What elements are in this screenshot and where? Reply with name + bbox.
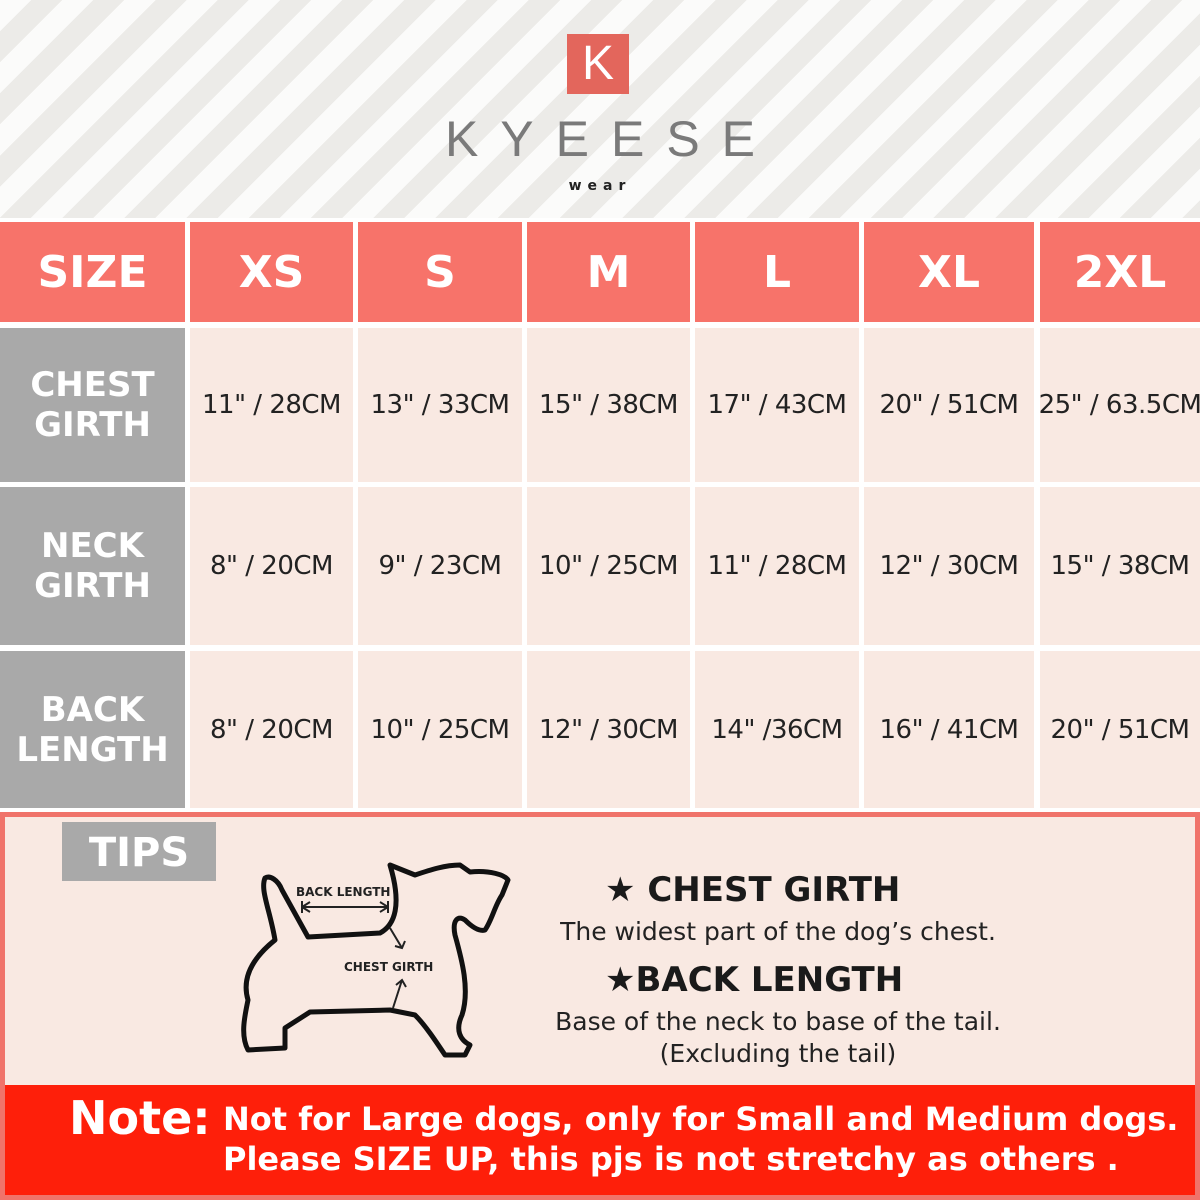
brand-logo: K xyxy=(567,34,629,94)
size-column-header: XL xyxy=(864,222,1034,322)
table-cell: 8" / 20CM xyxy=(190,651,353,808)
brand-name: KYEESE xyxy=(444,111,778,167)
brand-tagline: wear xyxy=(568,178,632,194)
table-cell: 9" / 23CM xyxy=(358,487,522,645)
size-column-header: XS xyxy=(190,222,353,322)
table-cell: 8" / 20CM xyxy=(190,487,353,645)
double-arrow-icon xyxy=(301,901,389,913)
arrow-up-icon xyxy=(392,978,407,1009)
row-label: NECK GIRTH xyxy=(0,487,185,645)
table-cell: 15" / 38CM xyxy=(1040,487,1200,645)
size-column-header: 2XL xyxy=(1040,222,1200,322)
table-cell: 17" / 43CM xyxy=(695,328,859,482)
note-line-2: Please SIZE UP, this pjs is not stretchy… xyxy=(223,1140,1119,1178)
table-cell: 11" / 28CM xyxy=(190,328,353,482)
note-text: Not for Large dogs, only for Small and M… xyxy=(223,1099,1178,1179)
back-length-heading: ★BACK LENGTH xyxy=(605,960,903,1000)
note-line-1: Not for Large dogs, only for Small and M… xyxy=(223,1100,1179,1138)
size-column-header: M xyxy=(527,222,690,322)
row-label-line: BACK xyxy=(40,689,145,730)
diagram-back-length-label: BACK LENGTH xyxy=(296,885,390,899)
size-column-header: L xyxy=(695,222,859,322)
star-icon: ★ xyxy=(605,870,636,910)
table-cell: 20" / 51CM xyxy=(864,328,1034,482)
chest-girth-desc: The widest part of the dog’s chest. xyxy=(560,917,996,946)
row-label-line: NECK xyxy=(41,526,144,566)
dog-diagram: BACK LENGTH CHEST GIRTH xyxy=(241,862,511,1058)
table-cell: 10" / 25CM xyxy=(358,651,522,808)
table-cell: 14" /36CM xyxy=(695,651,859,808)
diagram-chest-girth-label: CHEST GIRTH xyxy=(344,960,433,974)
chest-girth-heading: ★ CHEST GIRTH xyxy=(605,870,900,910)
table-cell: 11" / 28CM xyxy=(695,487,859,645)
table-cell: 13" / 33CM xyxy=(358,328,522,482)
note-bar: Note: Not for Large dogs, only for Small… xyxy=(5,1085,1195,1195)
star-icon: ★ xyxy=(605,960,636,1000)
row-label-line: CHEST xyxy=(30,365,155,405)
table-cell: 16" / 41CM xyxy=(864,651,1034,808)
chest-girth-title: CHEST GIRTH xyxy=(647,870,901,910)
size-column-header: S xyxy=(358,222,522,322)
back-length-title: BACK LENGTH xyxy=(635,960,904,1000)
row-label-line: LENGTH xyxy=(16,729,169,770)
table-cell: 25" / 63.5CM xyxy=(1039,328,1200,482)
row-label: CHEST GIRTH xyxy=(0,328,185,482)
table-cell: 15" / 38CM xyxy=(527,328,690,482)
table-cell: 20" / 51CM xyxy=(1040,651,1200,808)
arrow-down-icon xyxy=(389,927,406,950)
brand-header: K KYEESE wear xyxy=(0,0,1200,218)
tips-label: TIPS xyxy=(62,822,216,881)
table-cell: 12" / 30CM xyxy=(864,487,1034,645)
row-label-line: GIRTH xyxy=(34,566,151,606)
row-label-line: GIRTH xyxy=(34,405,151,445)
table-cell: 12" / 30CM xyxy=(527,651,690,808)
back-length-desc: Base of the neck to base of the tail. xyxy=(555,1007,1001,1036)
note-label: Note: xyxy=(69,1091,211,1145)
table-cell: 10" / 25CM xyxy=(527,487,690,645)
dog-outline-icon xyxy=(241,862,511,1058)
back-length-note: (Excluding the tail) xyxy=(659,1039,897,1068)
size-header: SIZE xyxy=(0,222,185,322)
row-label: BACK LENGTH xyxy=(0,651,185,808)
